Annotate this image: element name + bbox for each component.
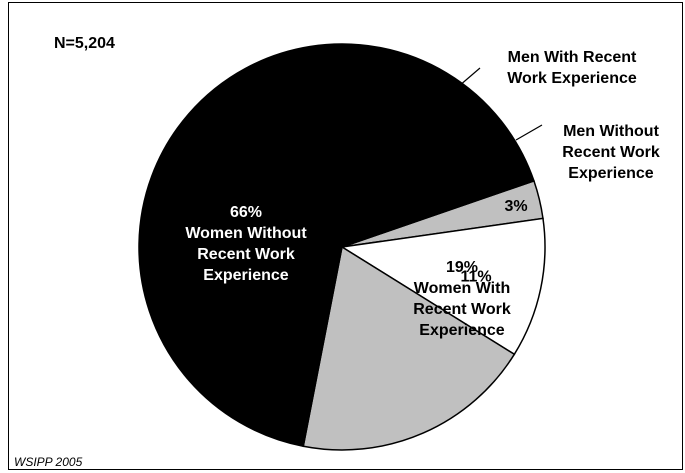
slice-label-line: Recent Work xyxy=(562,144,660,161)
slice-label-line: Men With Recent xyxy=(508,49,637,66)
pie-slice-4 xyxy=(138,43,535,448)
leader-lines xyxy=(458,67,543,141)
slice-label: Men With Recent Work Experience xyxy=(507,49,637,87)
slice-label-line: Recent Work xyxy=(197,246,295,263)
slice-label: Men Without Recent Work Experience xyxy=(562,123,660,182)
slice-label-line: Experience xyxy=(419,322,504,339)
leader-line xyxy=(515,124,543,141)
sample-size-label: N=5,204 xyxy=(54,35,115,52)
slice-label: 66% Women Without Recent Work Experience xyxy=(185,204,307,284)
slice-label-line: 66% xyxy=(230,204,262,221)
slice-label-line: Women Without xyxy=(185,225,307,242)
slice-label-line: Experience xyxy=(568,165,653,182)
slice-percent-label: 3% xyxy=(504,198,527,215)
pie-labels: 3% Men With Recent Work Experience 11% Men W… xyxy=(185,49,660,339)
slice-percent-label: 11% xyxy=(461,268,492,285)
slice-label-line: Women With xyxy=(414,280,510,297)
slice-label-line: Recent Work xyxy=(413,301,511,318)
pie-slice-2 xyxy=(339,217,546,356)
source-label: WSIPP 2005 xyxy=(14,455,83,469)
pie-slice-3 xyxy=(302,245,516,451)
leader-line xyxy=(458,67,481,87)
slice-label-line: Work Experience xyxy=(507,70,637,87)
slice-label-line: Men Without xyxy=(563,123,660,140)
slice-label-line: 19% xyxy=(446,259,478,276)
pie-slices xyxy=(138,43,546,451)
slice-label: 19% Women With Recent Work Experience xyxy=(413,259,511,339)
slice-label-line: Experience xyxy=(203,267,288,284)
